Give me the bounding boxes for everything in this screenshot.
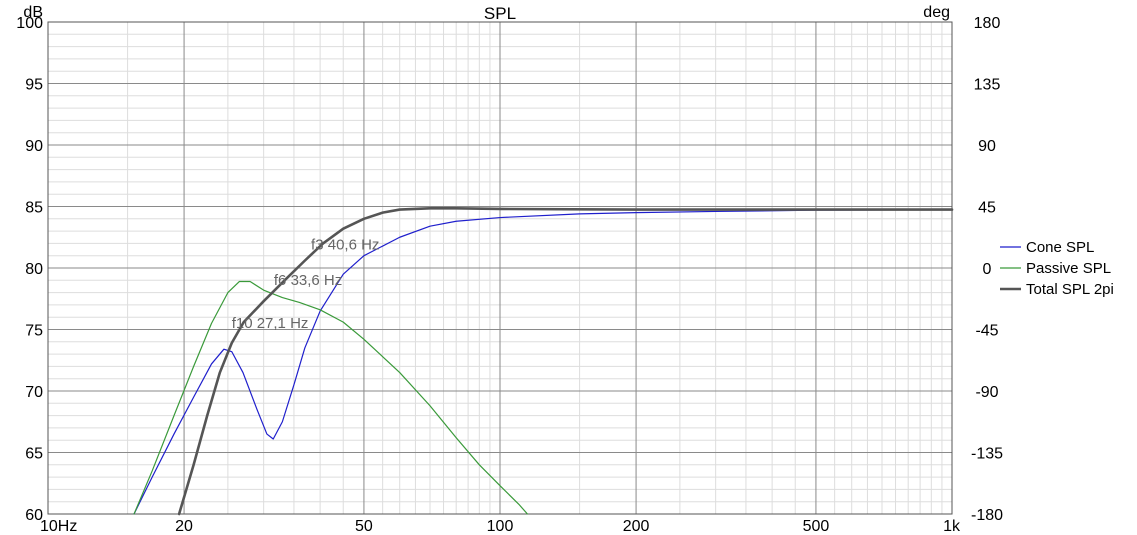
plot-frame [47,21,953,515]
y-tick-label-right: 45 [978,200,996,217]
series-line-passive-spl [133,280,529,515]
annotations: f3 40,6 Hz f6 33,6 Hz f10 27,1 Hz [232,236,380,332]
grid [47,21,953,515]
chart-title: SPL [484,4,516,23]
series-line-cone-spl [133,208,953,515]
y-axis-unit-left: dB [23,4,43,21]
y-axis-unit-right: deg [923,4,950,21]
y-tick-label-left: 85 [25,200,43,217]
x-tick-label: 500 [803,518,830,535]
y-tick-label-right: 135 [974,77,1001,94]
x-tick-label: 50 [355,518,373,535]
y-tick-label-right: 0 [983,261,992,278]
x-tick-label: 1k [943,518,961,535]
legend: Cone SPL Passive SPL Total SPL 2pi [1000,239,1114,298]
y-tick-label-left: 65 [25,446,43,463]
annotation-label: f6 33,6 Hz [274,272,342,289]
legend-label: Total SPL 2pi [1026,281,1114,298]
legend-label: Passive SPL [1026,260,1111,277]
x-tick-label: 200 [623,518,650,535]
y-tick-label-left: 70 [25,384,43,401]
x-tick-label: 100 [487,518,514,535]
y-tick-label-right: 90 [978,138,996,155]
y-tick-label-right: 180 [974,15,1001,32]
x-tick-label: 20 [175,518,193,535]
y-tick-label-left: 100 [16,15,43,32]
tick-labels: 60 65 70 75 80 85 90 95 100 -180 -135 -90 -45 0 45 90 13… [16,15,1003,535]
y-tick-label-left: 95 [25,77,43,94]
annotation-label: f3 40,6 Hz [311,236,379,253]
y-tick-label-right: -45 [975,323,998,340]
y-tick-label-right: -180 [971,507,1003,524]
y-tick-label-left: 80 [25,261,43,278]
series-layer [133,207,954,516]
x-tick-label: 10Hz [40,518,77,535]
series-line-total-spl-2pi [177,207,954,516]
y-tick-label-left: 75 [25,323,43,340]
y-tick-label-left: 60 [25,507,43,524]
y-tick-label-right: -135 [971,446,1003,463]
annotation-label: f10 27,1 Hz [232,315,309,332]
y-tick-label-left: 90 [25,138,43,155]
legend-label: Cone SPL [1026,239,1094,256]
y-tick-label-right: -90 [975,384,998,401]
